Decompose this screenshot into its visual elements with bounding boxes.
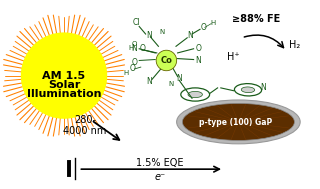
- Ellipse shape: [188, 91, 202, 98]
- Text: N: N: [159, 29, 164, 35]
- Ellipse shape: [182, 103, 294, 140]
- Text: N: N: [196, 56, 201, 65]
- Text: O: O: [132, 58, 137, 67]
- Text: ≥88% FE: ≥88% FE: [232, 14, 280, 24]
- Text: H: H: [210, 20, 215, 26]
- Ellipse shape: [52, 63, 76, 88]
- Text: 280-
4000 nm: 280- 4000 nm: [63, 115, 107, 136]
- Text: N: N: [132, 44, 137, 53]
- Text: N: N: [146, 31, 152, 40]
- Text: O: O: [130, 64, 136, 74]
- Text: H: H: [129, 45, 134, 51]
- Text: Cl: Cl: [132, 18, 140, 27]
- Text: AM 1.5: AM 1.5: [43, 71, 85, 81]
- Ellipse shape: [21, 32, 107, 119]
- Ellipse shape: [181, 88, 210, 101]
- Ellipse shape: [235, 84, 261, 96]
- Text: O: O: [140, 44, 145, 53]
- Text: N: N: [188, 31, 193, 40]
- Ellipse shape: [27, 39, 101, 113]
- Text: Illumination: Illumination: [27, 89, 101, 99]
- Ellipse shape: [177, 100, 300, 144]
- Text: H₂: H₂: [289, 40, 300, 50]
- Text: N: N: [146, 77, 152, 86]
- Text: H: H: [124, 70, 129, 76]
- Ellipse shape: [241, 87, 255, 93]
- Text: N: N: [176, 74, 182, 83]
- Ellipse shape: [33, 45, 95, 106]
- Ellipse shape: [45, 57, 83, 94]
- Ellipse shape: [58, 69, 70, 82]
- Ellipse shape: [39, 51, 89, 100]
- Text: Co: Co: [160, 56, 172, 65]
- Text: e⁻: e⁻: [155, 172, 165, 182]
- Text: 1.5% EQE: 1.5% EQE: [136, 159, 184, 168]
- Text: N: N: [169, 81, 174, 87]
- Ellipse shape: [156, 50, 177, 71]
- Text: H⁺: H⁺: [227, 52, 240, 62]
- Text: O: O: [196, 44, 201, 53]
- Text: O: O: [200, 23, 206, 32]
- Text: O: O: [132, 41, 137, 47]
- Text: Solar: Solar: [48, 80, 80, 90]
- Text: N: N: [260, 83, 266, 92]
- Text: p-type (100) GaP: p-type (100) GaP: [199, 118, 272, 127]
